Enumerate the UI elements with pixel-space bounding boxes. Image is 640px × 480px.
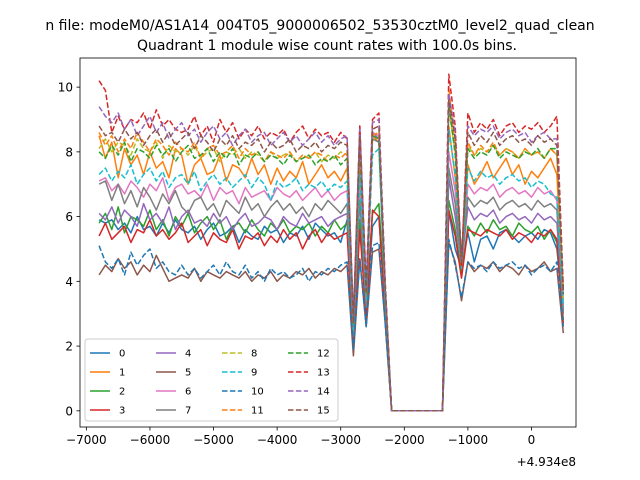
series-line-15 <box>98 99 565 412</box>
series-line-3 <box>98 209 565 412</box>
series-line-9 <box>98 128 565 412</box>
legend-label-2: 2 <box>119 387 125 398</box>
y-tick-label: 0 <box>65 404 73 418</box>
x-tick-label: −7000 <box>66 433 107 447</box>
chart-title: Quadrant 1 module wise count rates with … <box>137 38 517 54</box>
legend-label-1: 1 <box>119 368 125 379</box>
series-line-1 <box>98 125 565 412</box>
series-line-6 <box>98 131 565 412</box>
series-line-4 <box>98 125 565 412</box>
plot-area: −7000 −6000 −5000 −4000 −3000 −2000 −1000 0 0 2 4 6… <box>58 57 577 447</box>
x-axis-offset-label: +4.934e8 <box>517 455 576 469</box>
x-tick-label: −5000 <box>193 433 234 447</box>
legend-label-5: 5 <box>185 368 191 379</box>
legend-label-0: 0 <box>119 349 125 360</box>
series-line-13 <box>98 73 565 412</box>
x-tick-label: −4000 <box>257 433 298 447</box>
legend-label-6: 6 <box>185 387 191 398</box>
series-line-7 <box>98 138 565 412</box>
legend-label-3: 3 <box>119 406 125 417</box>
series-line-14 <box>98 92 565 412</box>
axes-frame <box>79 57 577 428</box>
x-tick-label: 0 <box>528 433 536 447</box>
series-line-10 <box>98 238 565 412</box>
figure-suptitle: n file: modeM0/AS1A14_004T05_9000006502_… <box>45 18 594 34</box>
legend-label-14: 14 <box>317 387 330 398</box>
series-line-0 <box>98 209 565 412</box>
y-tick-label: 6 <box>65 210 73 224</box>
legend-label-11: 11 <box>251 406 264 417</box>
legend-label-15: 15 <box>317 406 330 417</box>
x-tick-label: −2000 <box>384 433 425 447</box>
legend-label-7: 7 <box>185 406 191 417</box>
legend-label-13: 13 <box>317 368 330 379</box>
y-tick-label: 4 <box>65 275 73 289</box>
legend-label-8: 8 <box>251 349 257 360</box>
legend-label-4: 4 <box>185 349 191 360</box>
y-tick-label: 2 <box>65 340 73 354</box>
x-tick-label: −3000 <box>320 433 361 447</box>
legend-frame <box>84 338 339 422</box>
x-tick-label: −1000 <box>448 433 489 447</box>
y-tick-label: 8 <box>65 145 73 159</box>
legend-label-9: 9 <box>251 368 257 379</box>
legend-label-12: 12 <box>317 349 330 360</box>
x-tick-label: −6000 <box>130 433 171 447</box>
series-line-12 <box>98 102 565 412</box>
y-tick-label: 10 <box>58 81 73 95</box>
series-line-5 <box>98 241 565 412</box>
legend-label-10: 10 <box>251 387 264 398</box>
